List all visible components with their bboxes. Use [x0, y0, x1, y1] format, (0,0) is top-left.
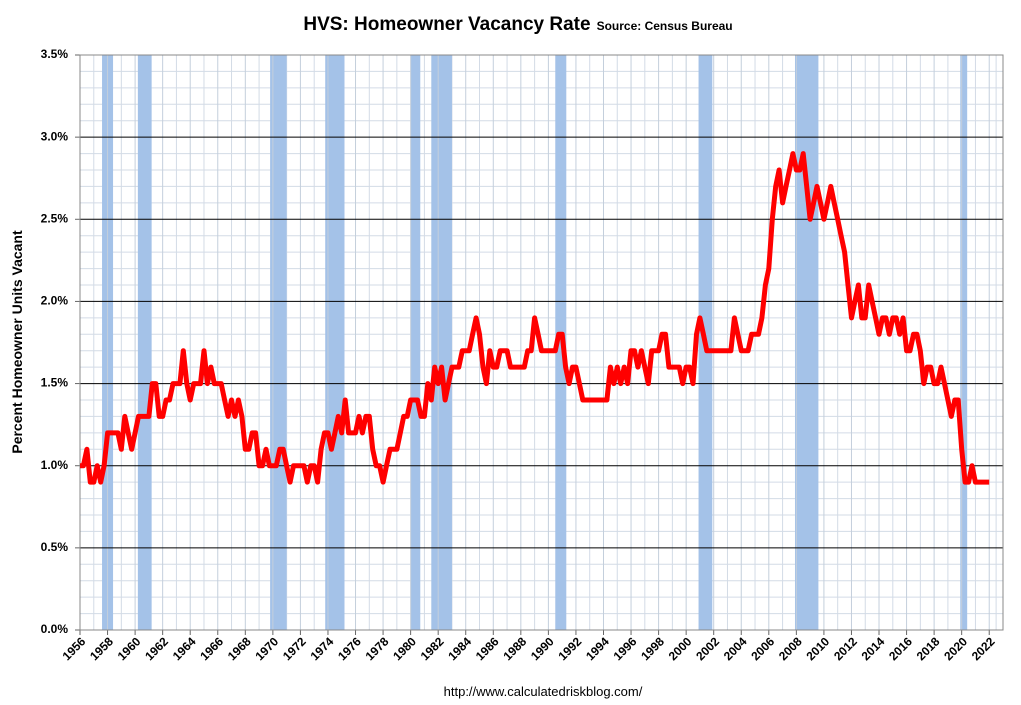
x-tick-label: 1994: [583, 634, 612, 663]
recession-band: [325, 55, 345, 630]
recession-band: [410, 55, 421, 630]
x-tick-label: 1978: [363, 634, 392, 663]
chart-title: HVS: Homeowner Vacancy Rate: [303, 14, 590, 35]
x-tick-label: 1986: [473, 634, 502, 663]
y-tick-label: 0.0%: [41, 622, 69, 636]
x-tick-label: 1980: [390, 634, 419, 663]
series-line: [80, 151, 990, 485]
x-tick-label: 2016: [886, 634, 915, 663]
x-tick-label: 1996: [611, 634, 640, 663]
x-tick-label: 2012: [831, 634, 860, 663]
x-tick-label: 1976: [335, 634, 364, 663]
x-tick-label: 1998: [638, 634, 667, 663]
x-tick-label: 1964: [170, 634, 199, 663]
recession-band: [270, 55, 287, 630]
x-tick-label: 1974: [308, 634, 337, 663]
recession-band: [137, 55, 152, 630]
y-tick-label: 1.0%: [41, 458, 69, 472]
x-tick-label: 1968: [225, 634, 254, 663]
x-tick-label: 1988: [500, 634, 529, 663]
y-tick-label: 3.5%: [41, 47, 69, 61]
x-tick-label: 1962: [142, 634, 171, 663]
chart-subtitle: Source: Census Bureau: [597, 19, 733, 33]
x-tick-label: 2006: [748, 634, 777, 663]
y-tick-label: 0.5%: [41, 540, 69, 554]
x-tick-label: 1984: [445, 634, 474, 663]
x-tick-label: 1960: [115, 634, 144, 663]
x-tick-label: 1958: [87, 634, 116, 663]
y-tick-label: 2.0%: [41, 294, 69, 308]
y-tick-label: 2.5%: [41, 211, 69, 225]
y-tick-label: 1.5%: [41, 376, 69, 390]
recession-band: [960, 55, 968, 630]
y-tick-label: 3.0%: [41, 129, 69, 143]
x-tick-label: 1990: [528, 634, 557, 663]
footer: http://www.calculatedriskblog.com/: [444, 684, 643, 699]
x-tick-label: 2010: [803, 634, 832, 663]
x-tick-label: 1992: [556, 634, 585, 663]
recession-band: [794, 55, 819, 630]
x-tick-label: 1982: [418, 634, 447, 663]
x-tick-label: 2018: [914, 634, 943, 663]
x-tick-label: 2022: [969, 634, 998, 663]
chart-title-group: HVS: Homeowner Vacancy Rate Source: Censu…: [303, 14, 732, 35]
x-tick-label: 1970: [252, 634, 281, 663]
x-tick-label: 2002: [693, 634, 722, 663]
x-tick-label: 1966: [197, 634, 226, 663]
y-axis-label: Percent Homeowner Units Vacant: [9, 230, 25, 454]
recession-band: [431, 55, 452, 630]
x-tick-label: 2014: [859, 634, 888, 663]
x-tick-label: 2008: [776, 634, 805, 663]
plot-border: [79, 54, 1004, 631]
x-tick-label: 2020: [941, 634, 970, 663]
x-tick-label: 2000: [666, 634, 695, 663]
x-tick-label: 1956: [60, 634, 89, 663]
x-tick-label: 2004: [721, 634, 750, 663]
x-tick-label: 1972: [280, 634, 309, 663]
